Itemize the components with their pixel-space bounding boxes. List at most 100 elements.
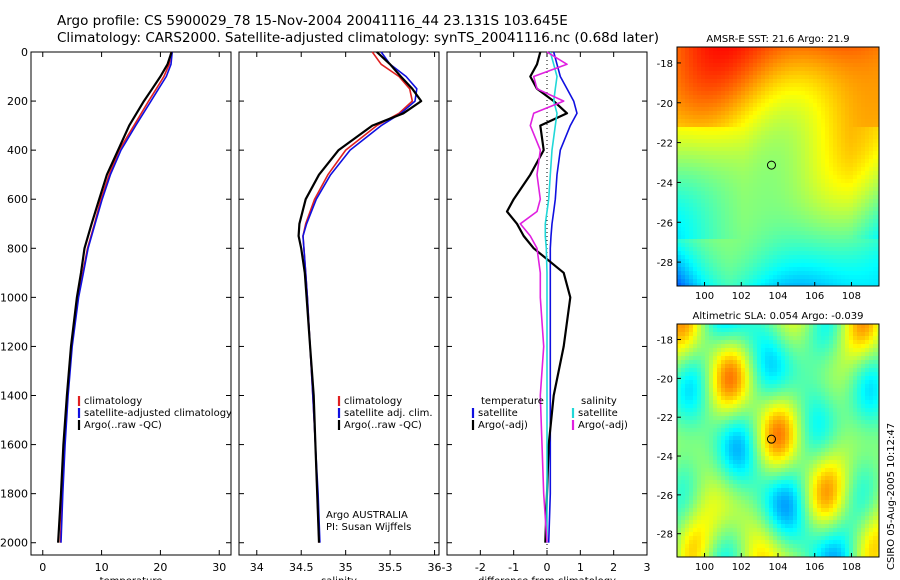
sst_map-cell	[709, 75, 713, 79]
sla_map-cell	[697, 396, 701, 400]
sst_map-cell	[877, 47, 879, 51]
sst_map-cell	[693, 51, 697, 55]
sst_map-cell	[777, 183, 781, 187]
sst_map-cell	[785, 279, 789, 283]
sla_map-cell	[777, 340, 781, 344]
sst_map-cell	[745, 107, 749, 111]
sst_map-cell	[797, 231, 801, 235]
sla_map-cell	[785, 440, 789, 444]
sst_map-cell	[849, 163, 853, 167]
sla_map-cell	[821, 332, 825, 336]
sla_map-cell	[689, 328, 693, 332]
sst_map-cell	[681, 47, 685, 51]
sst_map-cell	[729, 247, 733, 251]
sst_map-cell	[877, 235, 879, 239]
sst_map-cell	[785, 271, 789, 275]
sst_map-cell	[701, 147, 705, 151]
sla_map-cell	[789, 440, 793, 444]
sst_map-cell	[677, 59, 681, 63]
sst_map-cell	[869, 259, 873, 263]
sst_map-cell	[697, 263, 701, 267]
sst_map-cell	[709, 203, 713, 207]
sla_map-cell	[825, 412, 829, 416]
sst_map-cell	[765, 67, 769, 71]
sst_map-cell	[817, 63, 821, 67]
sla_map-cell	[853, 436, 857, 440]
sst_map-cell	[701, 79, 705, 83]
sla_map-cell	[725, 332, 729, 336]
sla_map-cell	[865, 448, 869, 452]
sla_map-cell	[765, 344, 769, 348]
sst_map-cell	[813, 135, 817, 139]
sst_map-cell	[693, 55, 697, 59]
sla_map-cell	[689, 424, 693, 428]
sst_map-cell	[717, 67, 721, 71]
sla_map-cell	[701, 376, 705, 380]
sla_map-cell	[841, 448, 845, 452]
sst_map-cell	[797, 59, 801, 63]
sst_map-cell	[725, 95, 729, 99]
sst_map-cell	[765, 115, 769, 119]
sst_map-cell	[713, 239, 717, 243]
sla_map-cell	[757, 364, 761, 368]
sst_map-cell	[737, 67, 741, 71]
sla_map-cell	[837, 328, 841, 332]
sst_map-cell	[809, 99, 813, 103]
sla_map-cell	[801, 456, 805, 460]
sst_map-cell	[853, 215, 857, 219]
sst_map-cell	[761, 155, 765, 159]
sst_map-cell	[801, 283, 805, 286]
sla_map-cell	[733, 440, 737, 444]
sla_map-cell	[833, 440, 837, 444]
sst_map-cell	[801, 171, 805, 175]
sst_map-cell	[805, 63, 809, 67]
sst_map-cell	[753, 235, 757, 239]
sst_map-cell	[725, 63, 729, 67]
sst_map-cell	[729, 215, 733, 219]
sst_map-cell	[837, 139, 841, 143]
sla_map-cell	[685, 456, 689, 460]
sst_map-cell	[765, 195, 769, 199]
sla_map-cell	[829, 452, 833, 456]
sla_map-cell	[817, 448, 821, 452]
sla_map-cell	[865, 424, 869, 428]
sst_map-cell	[757, 247, 761, 251]
sla_map-cell	[869, 388, 873, 392]
sst_map-cell	[789, 91, 793, 95]
sla_map-cell	[837, 428, 841, 432]
sst_map-cell	[729, 203, 733, 207]
sst_map-cell	[801, 135, 805, 139]
sla_map-cell	[877, 328, 879, 332]
sst_map-ytick-label: -26	[657, 218, 673, 229]
sst_map-cell	[837, 175, 841, 179]
sla_map-cell	[729, 436, 733, 440]
sst_map-cell	[845, 247, 849, 251]
temperature-legend-label: climatology	[84, 396, 142, 407]
sla_map-cell	[701, 344, 705, 348]
sla_map-cell	[713, 344, 717, 348]
sla_map-cell	[749, 384, 753, 388]
sst_map-cell	[777, 151, 781, 155]
sst_map-cell	[741, 171, 745, 175]
sst_map-cell	[701, 163, 705, 167]
sst_map-cell	[757, 99, 761, 103]
sla_map-cell	[861, 360, 865, 364]
sst_map-cell	[805, 159, 809, 163]
sla_map-cell	[821, 448, 825, 452]
sla_map-cell	[769, 388, 773, 392]
sst_map-cell	[857, 179, 861, 183]
sst_map-cell	[821, 47, 825, 51]
sst_map-cell	[825, 231, 829, 235]
sst_map-cell	[717, 231, 721, 235]
sla_map-cell	[753, 420, 757, 424]
sla_map-cell	[713, 360, 717, 364]
sla_map-cell	[817, 436, 821, 440]
sst_map-cell	[865, 215, 869, 219]
sst_map-cell	[717, 155, 721, 159]
sst_map-cell	[793, 71, 797, 75]
sst_map-cell	[733, 247, 737, 251]
sla_map-cell	[761, 416, 765, 420]
sla_map-cell	[793, 336, 797, 340]
sst_map-cell	[677, 143, 681, 147]
sst_map-cell	[845, 159, 849, 163]
